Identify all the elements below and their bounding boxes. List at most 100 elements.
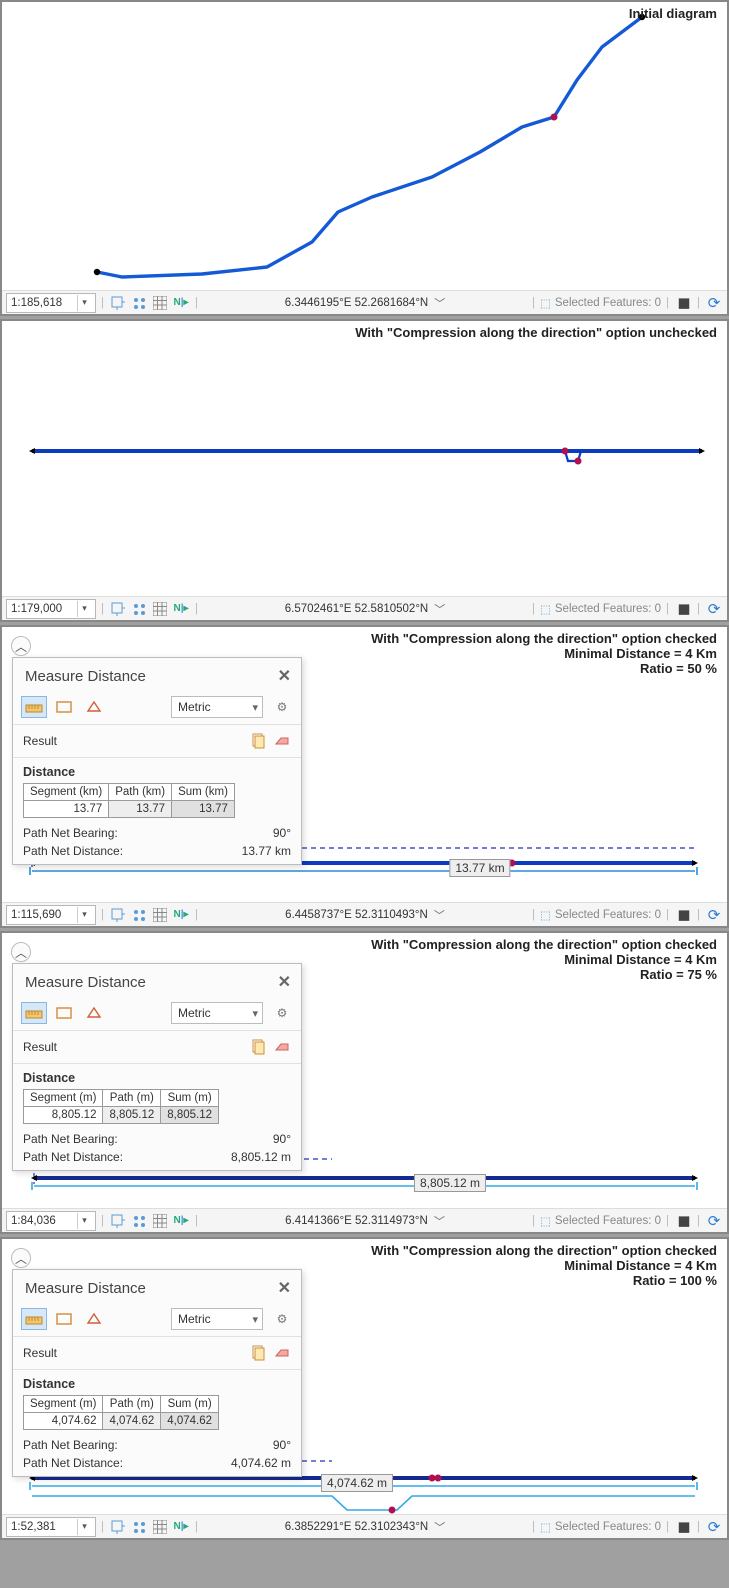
map-canvas[interactable] — [2, 2, 727, 290]
map-view-panel: Initial diagram 1:185,618▾ | N|▸ | 6.344… — [0, 0, 729, 316]
selected-features-readout: ⬚Selected Features: 0 — [540, 908, 661, 922]
dynamic-constraints-icon[interactable]: N|▸ — [172, 1212, 190, 1230]
grid-icon[interactable] — [151, 600, 169, 618]
grid-icon[interactable] — [151, 294, 169, 312]
coordinates-readout: 6.3852291°E 52.3102343°N — [285, 1521, 429, 1533]
refresh-icon[interactable]: ⟳ — [705, 600, 723, 618]
coordinates-readout: 6.4458737°E 52.3110493°N — [285, 909, 428, 921]
distance-label: Distance — [23, 762, 291, 783]
measure-distance-tool[interactable] — [21, 696, 47, 718]
panel-caption: With "Compression along the direction" o… — [371, 631, 717, 676]
map-view-panel: With "Compression along the direction" o… — [0, 931, 729, 1234]
measure-area-tool[interactable] — [51, 696, 77, 718]
copy-results-icon[interactable] — [249, 1344, 267, 1362]
measure-distance-panel: ︿ Measure Distance ✕ Metric ▾ ⚙ Result — [12, 1269, 302, 1477]
panel-caption: With "Compression along the direction" o… — [371, 1243, 717, 1288]
pause-drawing-icon[interactable]: ▮▮ — [674, 1212, 692, 1230]
measure-feature-tool[interactable] — [81, 1308, 107, 1330]
measure-distance-panel: ︿ Measure Distance ✕ Metric ▾ ⚙ Result — [12, 657, 302, 865]
coordinates-readout: 6.3446195°E 52.2681684°N — [285, 297, 429, 309]
gear-icon[interactable]: ⚙ — [271, 1308, 293, 1330]
distance-label: Distance — [23, 1374, 291, 1395]
snapping-icon[interactable] — [130, 294, 148, 312]
refresh-icon[interactable]: ⟳ — [705, 906, 723, 924]
map-view-panel: With "Compression along the direction" o… — [0, 1237, 729, 1540]
coordinates-readout: 6.5702461°E 52.5810502°N — [285, 603, 429, 615]
result-label: Result — [23, 734, 57, 748]
measurement-label: 8,805.12 m — [414, 1174, 486, 1192]
snapping-icon[interactable] — [130, 906, 148, 924]
selected-features-readout: ⬚Selected Features: 0 — [540, 296, 661, 310]
refresh-icon[interactable]: ⟳ — [705, 1212, 723, 1230]
constraint-icon[interactable] — [109, 1212, 127, 1230]
copy-results-icon[interactable] — [249, 1038, 267, 1056]
close-icon[interactable]: ✕ — [278, 972, 291, 992]
dynamic-constraints-icon[interactable]: N|▸ — [172, 600, 190, 618]
measure-area-tool[interactable] — [51, 1308, 77, 1330]
grid-icon[interactable] — [151, 1212, 169, 1230]
grid-icon[interactable] — [151, 906, 169, 924]
map-canvas[interactable] — [2, 321, 727, 596]
status-bar: 1:185,618▾ | N|▸ | 6.3446195°E 52.268168… — [2, 290, 727, 314]
constraint-icon[interactable] — [109, 294, 127, 312]
measure-panel-title: Measure Distance — [25, 974, 146, 991]
map-scale-input[interactable]: 1:115,690▾ — [6, 905, 96, 925]
map-scale-input[interactable]: 1:84,036▾ — [6, 1211, 96, 1231]
close-icon[interactable]: ✕ — [278, 666, 291, 686]
map-scale-input[interactable]: 1:179,000▾ — [6, 599, 96, 619]
map-scale-input[interactable]: 1:185,618▾ — [6, 293, 96, 313]
coords-dropdown-icon[interactable]: ﹀ — [434, 907, 445, 923]
grid-icon[interactable] — [151, 1518, 169, 1536]
status-bar: 1:179,000▾ | N|▸ | 6.5702461°E 52.581050… — [2, 596, 727, 620]
unit-system-select[interactable]: Metric ▾ — [171, 1002, 263, 1024]
unit-system-select[interactable]: Metric ▾ — [171, 1308, 263, 1330]
dynamic-constraints-icon[interactable]: N|▸ — [172, 906, 190, 924]
clear-results-icon[interactable] — [273, 1038, 291, 1056]
measure-feature-tool[interactable] — [81, 1002, 107, 1024]
clear-results-icon[interactable] — [273, 732, 291, 750]
coords-dropdown-icon[interactable]: ﹀ — [434, 1213, 445, 1229]
dynamic-constraints-icon[interactable]: N|▸ — [172, 1518, 190, 1536]
snapping-icon[interactable] — [130, 1212, 148, 1230]
measure-distance-tool[interactable] — [21, 1002, 47, 1024]
measure-distance-tool[interactable] — [21, 1308, 47, 1330]
result-label: Result — [23, 1346, 57, 1360]
measure-panel-title: Measure Distance — [25, 668, 146, 685]
dynamic-constraints-icon[interactable]: N|▸ — [172, 294, 190, 312]
pause-drawing-icon[interactable]: ▮▮ — [674, 906, 692, 924]
status-bar: 1:52,381▾ | N|▸ | 6.3852291°E 52.3102343… — [2, 1514, 727, 1538]
measure-distance-panel: ︿ Measure Distance ✕ Metric ▾ ⚙ Result — [12, 963, 302, 1171]
unit-system-select[interactable]: Metric ▾ — [171, 696, 263, 718]
gear-icon[interactable]: ⚙ — [271, 1002, 293, 1024]
refresh-icon[interactable]: ⟳ — [705, 1518, 723, 1536]
close-icon[interactable]: ✕ — [278, 1278, 291, 1298]
result-label: Result — [23, 1040, 57, 1054]
panel-caption: With "Compression along the direction" o… — [355, 325, 717, 340]
gear-icon[interactable]: ⚙ — [271, 696, 293, 718]
clear-results-icon[interactable] — [273, 1344, 291, 1362]
snapping-icon[interactable] — [130, 1518, 148, 1536]
coords-dropdown-icon[interactable]: ﹀ — [434, 295, 445, 311]
pause-drawing-icon[interactable]: ▮▮ — [674, 600, 692, 618]
panel-collapse-button[interactable]: ︿ — [11, 942, 31, 962]
coords-dropdown-icon[interactable]: ﹀ — [434, 1519, 445, 1535]
copy-results-icon[interactable] — [249, 732, 267, 750]
panel-collapse-button[interactable]: ︿ — [11, 1248, 31, 1268]
pause-drawing-icon[interactable]: ▮▮ — [674, 294, 692, 312]
panel-caption: With "Compression along the direction" o… — [371, 937, 717, 982]
measure-feature-tool[interactable] — [81, 696, 107, 718]
refresh-icon[interactable]: ⟳ — [705, 294, 723, 312]
selected-features-readout: ⬚Selected Features: 0 — [540, 602, 661, 616]
selected-features-readout: ⬚Selected Features: 0 — [540, 1214, 661, 1228]
coords-dropdown-icon[interactable]: ﹀ — [434, 601, 445, 617]
distance-table: Segment (m)Path (m)Sum (m) 4,074.62 4,07… — [23, 1395, 219, 1430]
distance-table: Segment (km)Path (km)Sum (km) 13.77 13.7… — [23, 783, 235, 818]
map-scale-input[interactable]: 1:52,381▾ — [6, 1517, 96, 1537]
constraint-icon[interactable] — [109, 600, 127, 618]
pause-drawing-icon[interactable]: ▮▮ — [674, 1518, 692, 1536]
panel-collapse-button[interactable]: ︿ — [11, 636, 31, 656]
measure-area-tool[interactable] — [51, 1002, 77, 1024]
constraint-icon[interactable] — [109, 906, 127, 924]
snapping-icon[interactable] — [130, 600, 148, 618]
constraint-icon[interactable] — [109, 1518, 127, 1536]
